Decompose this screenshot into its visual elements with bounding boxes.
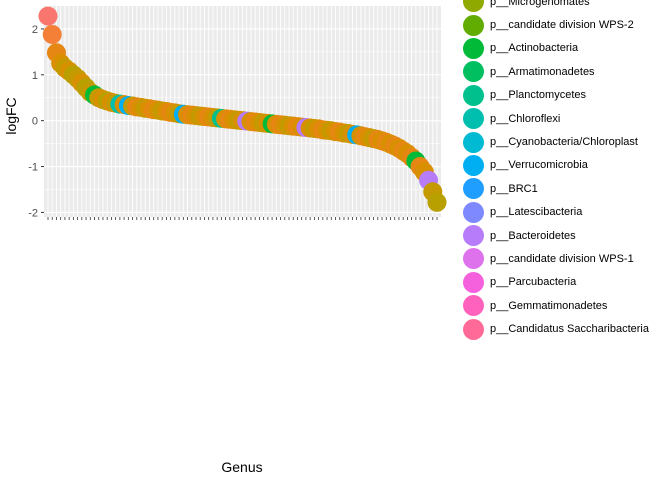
legend-key bbox=[463, 271, 484, 293]
legend-label: p__Chloroflexi bbox=[490, 112, 561, 125]
legend-key bbox=[463, 37, 484, 59]
legend-item: p__Armatimonadetes bbox=[460, 60, 672, 83]
legend-item: p__Verrucomicrobia bbox=[460, 154, 672, 177]
legend-label: p__Actinobacteria bbox=[490, 42, 579, 55]
legend-item: p__Latescibacteria bbox=[460, 201, 672, 224]
legend-key bbox=[463, 318, 484, 340]
legend: p__Microgenomates p__candidate division W… bbox=[460, 0, 672, 341]
y-tick-label: 2 bbox=[32, 24, 38, 36]
legend-key bbox=[463, 14, 484, 36]
legend-label: p__Candidatus Saccharibacteria bbox=[490, 323, 649, 336]
data-point bbox=[42, 24, 62, 44]
legend-item: p__Actinobacteria bbox=[460, 37, 672, 60]
legend-item: p__Planctomycetes bbox=[460, 84, 672, 107]
legend-key bbox=[463, 248, 484, 270]
legend-label: p__Microgenomates bbox=[490, 0, 590, 8]
data-point bbox=[427, 192, 447, 212]
legend-label: p__Bacteroidetes bbox=[490, 229, 576, 242]
legend-item: p__candidate division WPS-2 bbox=[460, 13, 672, 36]
legend-label: p__Gemmatimonadetes bbox=[490, 299, 608, 312]
legend-item: p__Microgenomates bbox=[460, 0, 672, 13]
y-tick-label: -1 bbox=[28, 162, 38, 174]
legend-label: p__Cyanobacteria/Chloroplast bbox=[490, 136, 638, 149]
legend-key bbox=[463, 131, 484, 153]
legend-key bbox=[463, 108, 484, 130]
y-tick-label: -2 bbox=[28, 207, 38, 219]
legend-label: p__Verrucomicrobia bbox=[490, 159, 588, 172]
chart-canvas: -2 -1 0 1 2 logFC Genus bbox=[3, 6, 447, 475]
legend-item: p__Candidatus Saccharibacteria bbox=[460, 317, 672, 340]
legend-item: p__Bacteroidetes bbox=[460, 224, 672, 247]
legend-key bbox=[463, 225, 484, 247]
x-axis bbox=[47, 217, 438, 220]
grid-lines bbox=[44, 6, 441, 217]
legend-key bbox=[463, 178, 484, 200]
legend-item: p__Chloroflexi bbox=[460, 107, 672, 130]
legend-label: p__Latescibacteria bbox=[490, 206, 583, 219]
y-tick-label: 0 bbox=[32, 116, 38, 128]
legend-key bbox=[463, 295, 484, 317]
legend-label: p__candidate division WPS-1 bbox=[490, 252, 634, 265]
legend-item: p__candidate division WPS-1 bbox=[460, 247, 672, 270]
data-points bbox=[38, 6, 447, 212]
y-axis-title: logFC bbox=[3, 97, 19, 134]
y-axis: -2 -1 0 1 2 bbox=[28, 24, 44, 219]
x-axis-title: Genus bbox=[221, 459, 262, 475]
legend-item: p__Cyanobacteria/Chloroplast bbox=[460, 130, 672, 153]
legend-item: p__Parcubacteria bbox=[460, 271, 672, 294]
legend-label: p__candidate division WPS-2 bbox=[490, 19, 634, 32]
legend-item: p__BRC1 bbox=[460, 177, 672, 200]
legend-label: p__Armatimonadetes bbox=[490, 65, 595, 78]
legend-label: p__Planctomycetes bbox=[490, 89, 586, 102]
legend-key bbox=[463, 84, 484, 106]
legend-key bbox=[463, 61, 484, 83]
data-point bbox=[38, 6, 58, 26]
legend-key bbox=[463, 201, 484, 223]
legend-label: p__Parcubacteria bbox=[490, 276, 577, 289]
legend-key bbox=[463, 0, 484, 13]
y-tick-label: 1 bbox=[32, 70, 38, 82]
legend-item: p__Gemmatimonadetes bbox=[460, 294, 672, 317]
legend-label: p__BRC1 bbox=[490, 182, 538, 195]
legend-key bbox=[463, 154, 484, 176]
